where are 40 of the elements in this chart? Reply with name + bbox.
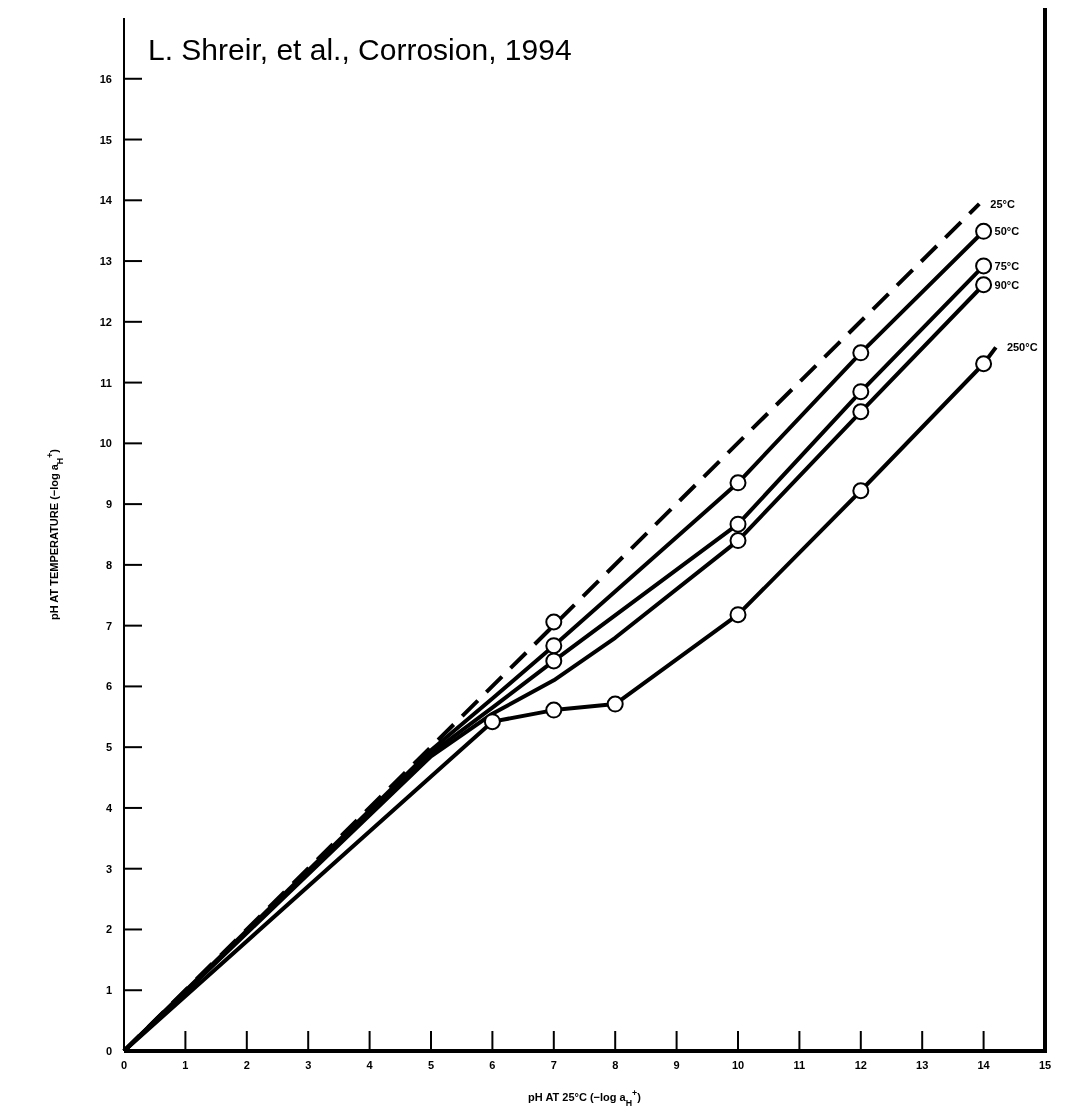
y-tick-label: 1 [105, 984, 112, 997]
x-tick-label: 7 [550, 1059, 557, 1071]
x-tick-label: 13 [916, 1059, 929, 1071]
x-tick-label: 1 [182, 1059, 189, 1071]
y-tick-label: 15 [99, 133, 112, 146]
y-tick-label: 16 [99, 72, 112, 85]
x-tick-label: 3 [305, 1059, 312, 1071]
x-axis-title: pH AT 25°C (−log a$_{H}$$^{+}$) [528, 1088, 642, 1108]
y-tick-label: 11 [100, 376, 112, 389]
x-tick-label: 15 [1038, 1059, 1052, 1071]
y-tick-label: 9 [105, 498, 112, 511]
x-tick-label: 0 [120, 1059, 128, 1071]
y-tick-label: 4 [105, 801, 113, 814]
y-tick-label: 7 [105, 619, 112, 632]
x-tick-label: 5 [427, 1059, 435, 1071]
annotation: L. Shreir, et al., Corrosion, 1994 [148, 33, 572, 66]
y-tick-label: 6 [105, 680, 112, 693]
y-tick-label: 0 [105, 1045, 112, 1057]
x-tick-label: 6 [489, 1059, 496, 1071]
x-tick-label: 4 [366, 1059, 374, 1071]
x-tick-label: 9 [673, 1059, 680, 1071]
x-tick-label: 2 [243, 1059, 250, 1071]
series-label: 90°C [994, 278, 1020, 291]
y-tick-label: 2 [105, 923, 112, 936]
y-tick-label: 13 [99, 255, 112, 268]
x-tick-label: 12 [854, 1059, 867, 1071]
series-label: 75°C [994, 259, 1020, 272]
x-tick-label: 14 [977, 1059, 991, 1071]
y-tick-label: 14 [99, 194, 113, 207]
x-tick-label: 11 [793, 1059, 806, 1071]
series-label: 250°C [1006, 341, 1038, 354]
y-tick-label: 10 [99, 437, 112, 450]
x-tick-label: 8 [612, 1059, 619, 1071]
series-label: 25°C [990, 197, 1015, 210]
y-tick-label: 5 [105, 741, 112, 754]
y-tick-label: 3 [105, 862, 112, 875]
y-tick-label: 8 [105, 558, 112, 571]
y-tick-label: 12 [99, 315, 112, 328]
x-tick-label: 10 [731, 1059, 745, 1071]
series-label: 50°C [994, 225, 1020, 238]
